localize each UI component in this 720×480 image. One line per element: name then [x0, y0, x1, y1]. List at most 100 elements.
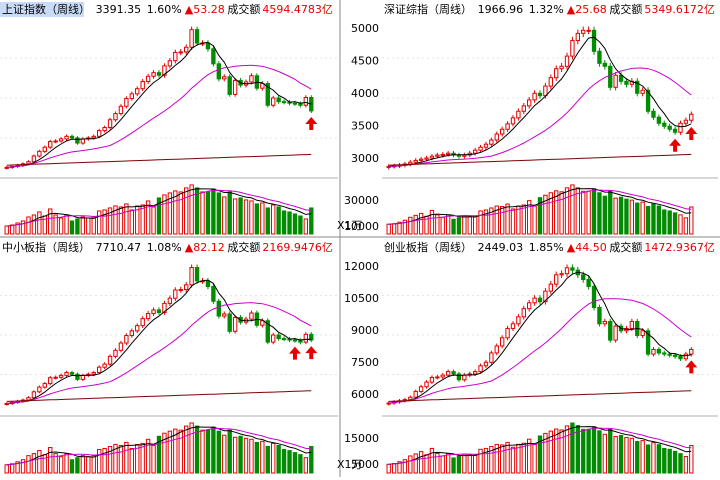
header-price: 7710.47	[96, 241, 142, 254]
candle	[418, 158, 424, 161]
volume-bar	[386, 463, 391, 474]
candle	[37, 386, 42, 393]
candle	[689, 348, 694, 355]
red-up-arrow-icon	[305, 116, 318, 130]
candle	[640, 330, 645, 336]
candle	[189, 267, 194, 286]
candle	[570, 40, 575, 57]
volume-bar	[478, 210, 483, 235]
red-up-arrow-icon	[685, 126, 698, 140]
candle	[162, 302, 167, 314]
candle	[581, 274, 586, 280]
candle	[559, 273, 564, 276]
candle	[276, 334, 281, 340]
volume-bar	[303, 457, 309, 474]
volume-bar	[80, 216, 86, 235]
volume-bar	[20, 459, 26, 474]
candle	[91, 372, 96, 375]
candle	[651, 348, 656, 355]
candle	[435, 376, 440, 379]
volume-bar	[413, 453, 418, 474]
candle	[69, 372, 75, 375]
volume-bar	[575, 425, 580, 474]
volume-bar	[456, 217, 462, 235]
volume-bar	[543, 432, 548, 474]
candle	[151, 72, 156, 77]
candle	[281, 101, 287, 104]
volume-bar	[554, 190, 559, 235]
volume-ma-mid-line	[388, 189, 692, 225]
candle	[222, 76, 227, 80]
price-axis-label: 10500	[344, 292, 379, 305]
volume-bar	[287, 211, 292, 235]
candle	[608, 65, 613, 88]
ma-long-line	[388, 153, 692, 166]
volume-axis-label: 10000	[344, 220, 379, 233]
volume-bar	[494, 205, 499, 235]
header-volume-value: 2169.9476亿	[262, 241, 333, 254]
volume-bar	[397, 221, 402, 235]
volume-bar	[254, 441, 260, 474]
candle	[151, 309, 156, 314]
candle	[516, 316, 521, 325]
candle	[48, 377, 53, 385]
volume-bar	[429, 209, 435, 235]
candle	[537, 297, 543, 303]
ma-long-line	[6, 153, 312, 166]
candle	[194, 267, 200, 282]
candle	[478, 146, 483, 151]
volume-bar	[489, 207, 494, 235]
volume-bar	[271, 204, 276, 235]
candle	[413, 159, 418, 163]
volume-bar	[683, 217, 689, 235]
volume-bar	[135, 443, 140, 474]
volume-bar	[211, 188, 216, 235]
volume-bar	[86, 456, 91, 474]
volume-bar	[265, 445, 270, 474]
candle	[276, 97, 281, 103]
volume-bar	[629, 437, 635, 474]
volume-bar	[543, 194, 548, 235]
header-pct: 1.32%	[529, 3, 564, 16]
volume-bar	[129, 209, 134, 235]
candle	[483, 143, 489, 148]
volume-bar	[618, 434, 624, 474]
volume-bar	[667, 210, 672, 235]
header-change: ▲25.68	[567, 3, 607, 16]
candle	[281, 338, 287, 341]
ma-mid-line	[6, 302, 312, 404]
candle	[575, 32, 580, 42]
candle	[667, 353, 672, 356]
volume-bar	[184, 425, 189, 474]
volume-bar	[4, 464, 9, 474]
candle	[613, 325, 618, 341]
candle	[462, 374, 467, 381]
candle	[418, 386, 424, 392]
candle	[271, 97, 276, 106]
price-axis-label: 9000	[351, 324, 379, 337]
candle	[591, 285, 597, 308]
candle	[53, 376, 58, 379]
candle	[303, 96, 309, 106]
volume-bar	[559, 429, 564, 474]
candle	[271, 334, 276, 343]
volume-bar	[456, 455, 462, 474]
header-volume-value: 4594.4783亿	[262, 3, 333, 16]
candle	[629, 320, 635, 329]
volume-bar	[613, 436, 618, 474]
candle	[42, 146, 47, 152]
volume-bar	[467, 215, 472, 235]
header-index-name: 创业板指（周线）	[384, 240, 472, 254]
candle	[26, 161, 31, 165]
volume-bar	[591, 426, 597, 474]
volume-bar	[75, 218, 80, 235]
candle	[145, 75, 151, 82]
candle	[145, 312, 151, 320]
volume-bar	[194, 425, 200, 474]
header-change: ▲53.28	[185, 3, 225, 16]
candle	[48, 141, 53, 148]
candle	[75, 373, 80, 380]
candle	[216, 300, 222, 317]
price-axis-label: 6000	[351, 388, 379, 401]
volume-bar	[408, 455, 413, 474]
